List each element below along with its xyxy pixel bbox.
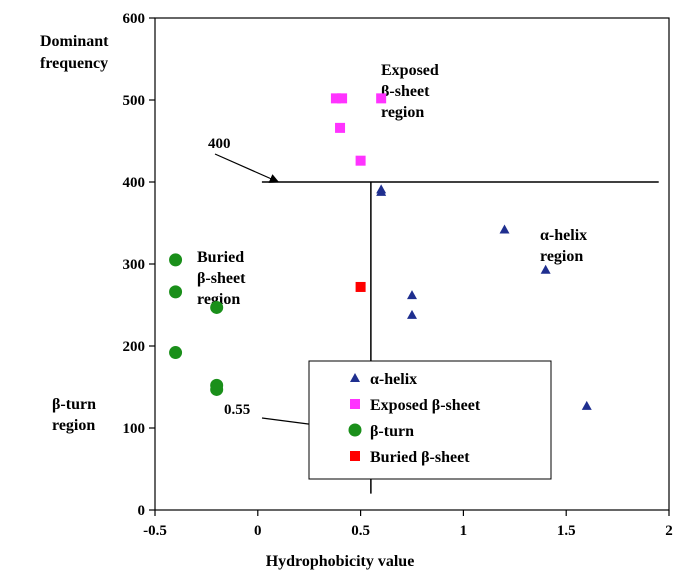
data-point-buried-sheet xyxy=(355,281,366,292)
y-tick-label: 500 xyxy=(123,93,146,109)
y-axis-title-line-1: Dominant xyxy=(40,33,109,50)
y-tick-label: 0 xyxy=(138,503,146,519)
region-label-buried: β-sheet xyxy=(197,270,246,287)
data-point--turn xyxy=(169,346,183,360)
data-point--helix xyxy=(407,309,417,319)
region-label-buried: Buried xyxy=(197,249,244,266)
y-tick-label: 300 xyxy=(123,257,146,273)
region-label-exposed: region xyxy=(381,104,424,121)
y-tick-label: 100 xyxy=(123,421,146,437)
legend-box xyxy=(308,360,552,480)
data-point-exposed-sheet xyxy=(376,93,387,104)
legend-marker xyxy=(350,373,360,382)
data-point--helix xyxy=(540,264,551,274)
annotation-arrow xyxy=(214,153,280,183)
legend-marker xyxy=(350,451,360,461)
x-tick-label: 0.5 xyxy=(351,523,370,539)
x-tick-label: 1 xyxy=(460,523,468,539)
x-tick-label: -0.5 xyxy=(143,523,167,539)
legend-label: Exposed β-sheet xyxy=(370,397,481,414)
data-point--helix xyxy=(499,224,510,234)
y-tick-label: 600 xyxy=(123,11,146,27)
data-point-exposed-sheet xyxy=(330,93,341,104)
legend-marker xyxy=(348,423,362,437)
data-point-exposed-sheet xyxy=(355,155,366,166)
region-label-buried: region xyxy=(197,291,240,308)
legend-label: β-turn xyxy=(370,423,414,440)
region-label-turn: region xyxy=(52,417,95,434)
data-point-exposed-sheet xyxy=(335,122,346,133)
annotation-label: 400 xyxy=(208,136,231,152)
data-point--turn xyxy=(210,300,224,314)
x-axis-title: Hydrophobicity value xyxy=(266,553,415,570)
data-point-exposed-sheet xyxy=(337,93,348,104)
data-point--turn xyxy=(210,382,224,396)
data-point--turn xyxy=(169,285,183,299)
region-label-exposed: Exposed xyxy=(381,62,439,79)
x-tick-label: 1.5 xyxy=(557,523,576,539)
x-tick-label: 0 xyxy=(254,523,262,539)
legend-label: Buried β-sheet xyxy=(370,449,470,466)
data-point--turn xyxy=(169,253,183,267)
legend-marker xyxy=(350,399,360,409)
x-tick-label: 2 xyxy=(665,523,673,539)
y-axis-title-line-2: frequency xyxy=(40,55,108,72)
data-point--helix xyxy=(407,290,417,300)
data-point--helix xyxy=(376,184,387,194)
y-tick-label: 400 xyxy=(123,175,146,191)
region-label-exposed: β-sheet xyxy=(381,83,430,100)
y-tick-label: 200 xyxy=(123,339,146,355)
region-label-alpha: region xyxy=(540,248,583,265)
region-label-turn: β-turn xyxy=(52,396,96,413)
region-label-alpha: α-helix xyxy=(540,227,587,244)
annotation-label: 0.55 xyxy=(224,402,250,418)
legend-label: α-helix xyxy=(370,371,417,388)
data-point--helix xyxy=(581,400,592,410)
